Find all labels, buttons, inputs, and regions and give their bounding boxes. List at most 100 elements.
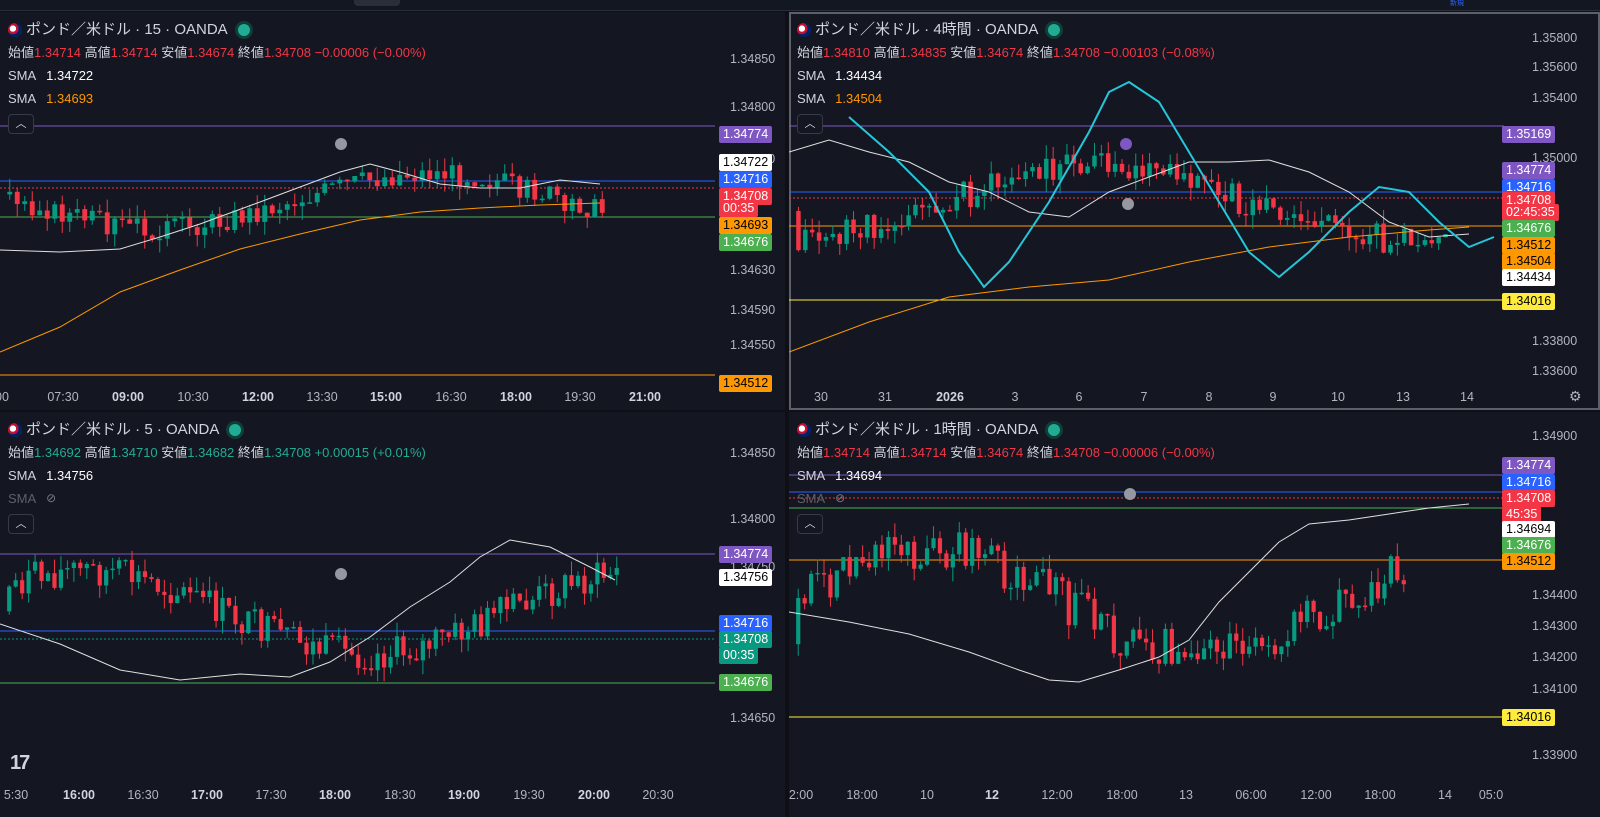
price-badge[interactable]: 1.34716 (719, 171, 773, 188)
price-badge[interactable]: 1.34504 (1502, 253, 1556, 270)
price-badge[interactable]: 1.34708 (1502, 490, 1556, 507)
chart-pane-4h[interactable]: ポンド／米ドル · 4時間 · OANDA 始値1.34810 高値1.3483… (789, 12, 1600, 410)
symbol-title[interactable]: ポンド／米ドル · 1時間 · OANDA (815, 421, 1039, 438)
toolbar-tab[interactable] (354, 0, 400, 6)
candle-body (899, 225, 904, 228)
ohlc-high-label: 高値 (84, 45, 111, 60)
price-badge[interactable]: 45:35 (1502, 506, 1542, 523)
price-badge[interactable]: 1.34756 (719, 569, 773, 586)
price-badge[interactable]: 1.34512 (1502, 553, 1556, 570)
sma-legend-2[interactable]: SMA ⊘ (797, 487, 1215, 510)
price-badge[interactable]: 02:45:35 (1502, 204, 1559, 221)
candle-body (1236, 183, 1242, 214)
price-chart[interactable] (0, 412, 785, 817)
collapse-legend-button[interactable]: ︿ (797, 514, 823, 534)
price-badge[interactable]: 1.34676 (1502, 537, 1556, 554)
price-chart[interactable] (0, 12, 785, 410)
collapse-legend-button[interactable]: ︿ (8, 114, 34, 134)
price-badge[interactable]: 1.34434 (1502, 269, 1556, 286)
candle-body (1119, 163, 1125, 172)
candle-body (878, 229, 884, 238)
sma-legend-1[interactable]: SMA 1.34434 (797, 64, 1215, 87)
candle-body (509, 173, 515, 177)
sma-legend-2[interactable]: SMA ⊘ (8, 487, 426, 510)
time-tick-label: 15:00 (370, 390, 402, 404)
sma-legend-1[interactable]: SMA 1.34694 (797, 464, 1215, 487)
price-tick-label: 1.33800 (1532, 334, 1578, 348)
symbol-title[interactable]: ポンド／米ドル · 4時間 · OANDA (815, 21, 1039, 38)
candle-body (1137, 629, 1142, 639)
candle-body (1009, 177, 1015, 185)
price-badge[interactable]: 00:35 (719, 200, 759, 217)
candle-body (1247, 646, 1252, 654)
price-badge[interactable]: 1.34722 (719, 154, 773, 171)
price-badge[interactable]: 1.34774 (1502, 162, 1556, 179)
candle-body (517, 593, 522, 601)
candle-body (112, 218, 118, 235)
candle-body (892, 225, 898, 231)
chart-pane-15m[interactable]: ポンド／米ドル · 15 · OANDA 始値1.34714 高値1.34714… (0, 12, 785, 410)
settings-gear-icon[interactable]: ⚙ (1569, 388, 1582, 404)
sma-legend-2[interactable]: SMA 1.34504 (797, 87, 1215, 110)
price-badge[interactable]: 1.34716 (1502, 474, 1556, 491)
price-badge[interactable]: 1.34016 (1502, 293, 1556, 310)
candle-body (381, 653, 387, 668)
price-chart[interactable] (789, 12, 1600, 410)
chart-pane-5m[interactable]: ポンド／米ドル · 5 · OANDA 始値1.34692 高値1.34710 … (0, 412, 785, 817)
candle-body (52, 204, 58, 219)
sma-label: SMA (797, 468, 826, 483)
price-badge[interactable]: 1.34512 (719, 375, 773, 392)
sma-white (789, 139, 1470, 238)
sma-legend-2[interactable]: SMA 1.34693 (8, 87, 426, 110)
time-tick-label: 19:00 (448, 788, 480, 802)
price-badge[interactable]: 00:35 (719, 647, 759, 664)
price-badge[interactable]: 1.34512 (1502, 237, 1556, 254)
toolbar-tag[interactable]: 新規 (1450, 0, 1464, 7)
candle-body (407, 655, 413, 659)
price-badge[interactable]: 1.35169 (1502, 126, 1556, 143)
candle-body (537, 586, 542, 600)
price-badge[interactable]: 1.34716 (719, 615, 773, 632)
sma-legend-1[interactable]: SMA 1.34756 (8, 464, 426, 487)
collapse-legend-button[interactable]: ︿ (8, 514, 34, 534)
ohlc-high-label: 高値 (873, 45, 900, 60)
price-badge[interactable]: 1.34693 (719, 217, 773, 234)
price-badge[interactable]: 1.34774 (1502, 457, 1556, 474)
price-badge[interactable]: 1.34676 (1502, 220, 1556, 237)
candle-body (291, 626, 296, 629)
price-badge[interactable]: 1.34774 (719, 546, 773, 563)
price-chart[interactable] (789, 412, 1600, 817)
candle-body (188, 587, 193, 593)
candle-body (337, 179, 343, 184)
sma-value: 1.34693 (46, 91, 94, 106)
price-badge[interactable]: 1.34708 (719, 188, 773, 205)
candle-body (1112, 163, 1118, 172)
price-badge[interactable]: 1.34708 (719, 631, 773, 648)
candle-body (575, 575, 581, 587)
candle-body (162, 591, 167, 595)
collapse-legend-button[interactable]: ︿ (797, 114, 823, 134)
time-tick-label: 10 (1331, 390, 1345, 404)
hidden-eye-icon[interactable]: ⊘ (46, 491, 57, 505)
hidden-eye-icon[interactable]: ⊘ (835, 491, 846, 505)
candle-body (157, 238, 163, 241)
candle-body (307, 202, 313, 204)
candle-body (247, 208, 253, 223)
chart-pane-1h[interactable]: ポンド／米ドル · 1時間 · OANDA 始値1.34714 高値1.3471… (789, 412, 1600, 817)
price-badge[interactable]: 1.34716 (1502, 179, 1556, 196)
price-badge[interactable]: 1.34676 (719, 234, 773, 251)
candle-body (487, 184, 493, 188)
candle-body (434, 171, 440, 180)
symbol-title[interactable]: ポンド／米ドル · 5 · OANDA (26, 421, 220, 438)
candle-body (1291, 214, 1297, 218)
price-badge[interactable]: 1.34676 (719, 674, 773, 691)
tradingview-logo[interactable]: 17 (10, 752, 30, 774)
candle-body (1044, 158, 1049, 179)
price-badge[interactable]: 1.34016 (1502, 709, 1556, 726)
price-badge[interactable]: 1.34774 (719, 126, 773, 143)
time-tick-label: 17:30 (255, 788, 287, 802)
candle-body (13, 580, 18, 587)
sma-legend-1[interactable]: SMA 1.34722 (8, 64, 426, 87)
symbol-title[interactable]: ポンド／米ドル · 15 · OANDA (26, 21, 228, 38)
price-badge[interactable]: 1.34694 (1502, 521, 1556, 538)
